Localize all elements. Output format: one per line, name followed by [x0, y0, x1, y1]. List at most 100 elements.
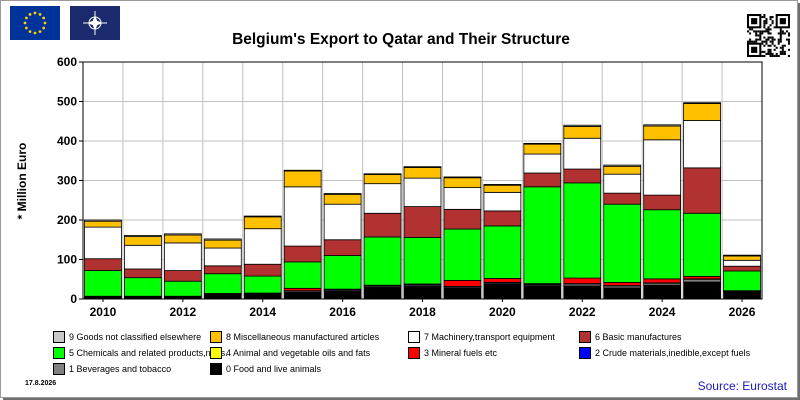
bar-segment: 2022 — [563, 277, 602, 284]
bar-segment: 2010 — [84, 226, 122, 260]
bar-segment: 2025 — [683, 103, 721, 121]
bar-segment: 2026 — [723, 259, 761, 267]
bar-segment: 2026 — [723, 255, 761, 261]
y-tick-label: 0 — [70, 292, 77, 306]
bar-segment: 2022 — [563, 125, 602, 139]
bar-segment: 2021 — [523, 143, 562, 155]
bar-segment: 2015 — [283, 169, 322, 172]
eu-flag-icon — [10, 6, 60, 40]
y-tick-label: 600 — [57, 55, 77, 69]
bar-segment: 2020 — [483, 210, 522, 227]
bar-segment: 2019 — [443, 208, 482, 230]
bar-segment: 2014 — [243, 216, 282, 230]
y-tick-label: 100 — [57, 253, 77, 267]
bar-segment: 2011 — [124, 235, 162, 237]
bar-segment: 2019 — [443, 176, 482, 179]
bar-segment: 2018 — [403, 206, 442, 238]
bar-segment: 2023 — [603, 203, 642, 283]
bar-segment: 2014 — [243, 294, 282, 300]
plot-border — [82, 61, 763, 300]
bar-segment: 2016 — [323, 203, 362, 241]
bar-segment: 2013 — [203, 273, 242, 294]
bar-segment: 2023 — [603, 282, 642, 286]
x-tick-label: 2022 — [569, 305, 596, 319]
legend-label: 2 Crude materials,inedible,except fuels — [595, 348, 751, 358]
bar-segment: 2019 — [443, 287, 482, 300]
bar-segment: 2023 — [603, 164, 642, 167]
bar-segment: 2012 — [163, 234, 202, 244]
source-label: Source: Eurostat — [697, 379, 787, 393]
legend-swatch — [408, 331, 420, 343]
y-tick-label: 400 — [57, 134, 77, 148]
bar-segment: 2019 — [443, 187, 482, 210]
bar-segment: 2022 — [563, 137, 602, 170]
bar-segment: 2016 — [323, 193, 362, 205]
bar-segment: 2017 — [363, 212, 402, 238]
legend-item: 3 Mineral fuels etc — [408, 347, 497, 359]
legend-label: 4 Animal and vegetable oils and fats — [226, 348, 371, 358]
bar-segment: 2022 — [563, 124, 602, 127]
bar-segment: 2021 — [523, 186, 562, 284]
date-stamp: 17.8.2026 — [25, 380, 57, 387]
bar-segment: 2012 — [163, 280, 202, 297]
bar-segment: 2025 — [683, 102, 721, 104]
bar-segment: 2025 — [683, 278, 721, 283]
bar-segment: 2020 — [483, 191, 522, 212]
nato-flag-icon — [70, 6, 120, 40]
x-tick-label: 2026 — [729, 305, 756, 319]
bar-segment: 2019 — [443, 280, 482, 287]
x-tick-label: 2014 — [249, 305, 276, 319]
legend-swatch — [408, 347, 420, 359]
legend-label: 7 Machinery,transport equipment — [424, 332, 555, 342]
bar-segment: 2023 — [603, 192, 642, 205]
legend-item: 2 Crude materials,inedible,except fuels — [579, 347, 750, 359]
bar-segment: 2018 — [403, 285, 442, 300]
bar-segment: 2014 — [243, 228, 282, 265]
bar-segment: 2024 — [643, 209, 682, 280]
stacked-bar-chart: 0100200300400500600201020102010201020102… — [57, 55, 763, 319]
bar-segment: 2022 — [563, 168, 602, 184]
bar-segment: 2023 — [603, 165, 642, 175]
bar-segment: 2018 — [403, 177, 442, 207]
legend-swatch — [579, 331, 591, 343]
bar-segment: 2024 — [643, 125, 682, 141]
legend-item: 0 Food and live animals — [210, 363, 321, 375]
legend-label: 8 Miscellaneous manufactured articles — [226, 332, 380, 342]
bar-segment: 2021 — [523, 172, 562, 188]
bar-segment: 2013 — [203, 265, 242, 275]
x-tick-label: 2018 — [409, 305, 436, 319]
bar-segment: 2010 — [84, 258, 122, 271]
y-tick-label: 300 — [57, 174, 77, 188]
bar-segment: 2024 — [643, 139, 682, 196]
legend-item: 5 Chemicals and related products,n.e.s. — [53, 347, 228, 359]
bar-segment: 2012 — [163, 242, 202, 271]
bar-segment: 2014 — [243, 263, 282, 277]
bar-segment: 2025 — [683, 212, 721, 277]
bar-segment: 2020 — [483, 184, 522, 193]
legend-swatch — [210, 347, 222, 359]
bar-segment: 2018 — [403, 166, 442, 168]
bar-segment: 2026 — [723, 291, 761, 300]
legend-swatch — [579, 347, 591, 359]
bar-segment: 2010 — [84, 220, 122, 228]
x-tick-label: 2020 — [489, 305, 516, 319]
bar-segment: 2010 — [84, 270, 122, 297]
legend-item: 1 Beverages and tobacco — [53, 363, 171, 375]
legend-swatch — [53, 347, 65, 359]
legend-label: 9 Goods not classified elsewhere — [69, 332, 202, 342]
bar-segment: 2013 — [203, 238, 242, 241]
bar-segment: 2024 — [643, 194, 682, 211]
bar-segment: 2019 — [443, 228, 482, 281]
bar-segment: 2018 — [403, 236, 442, 285]
legend-item: 8 Miscellaneous manufactured articles — [210, 331, 379, 343]
bar-segment: 2026 — [723, 254, 761, 257]
bar-segment: 2014 — [243, 275, 282, 294]
legend-label: 3 Mineral fuels etc — [424, 348, 498, 358]
bar-segment: 2012 — [163, 233, 202, 236]
bar-segment: 2025 — [683, 120, 721, 169]
bar-segment: 2011 — [124, 268, 162, 279]
x-tick-label: 2012 — [170, 305, 197, 319]
bar-segment: 2010 — [84, 219, 122, 222]
bar-segment: 2016 — [323, 290, 362, 300]
